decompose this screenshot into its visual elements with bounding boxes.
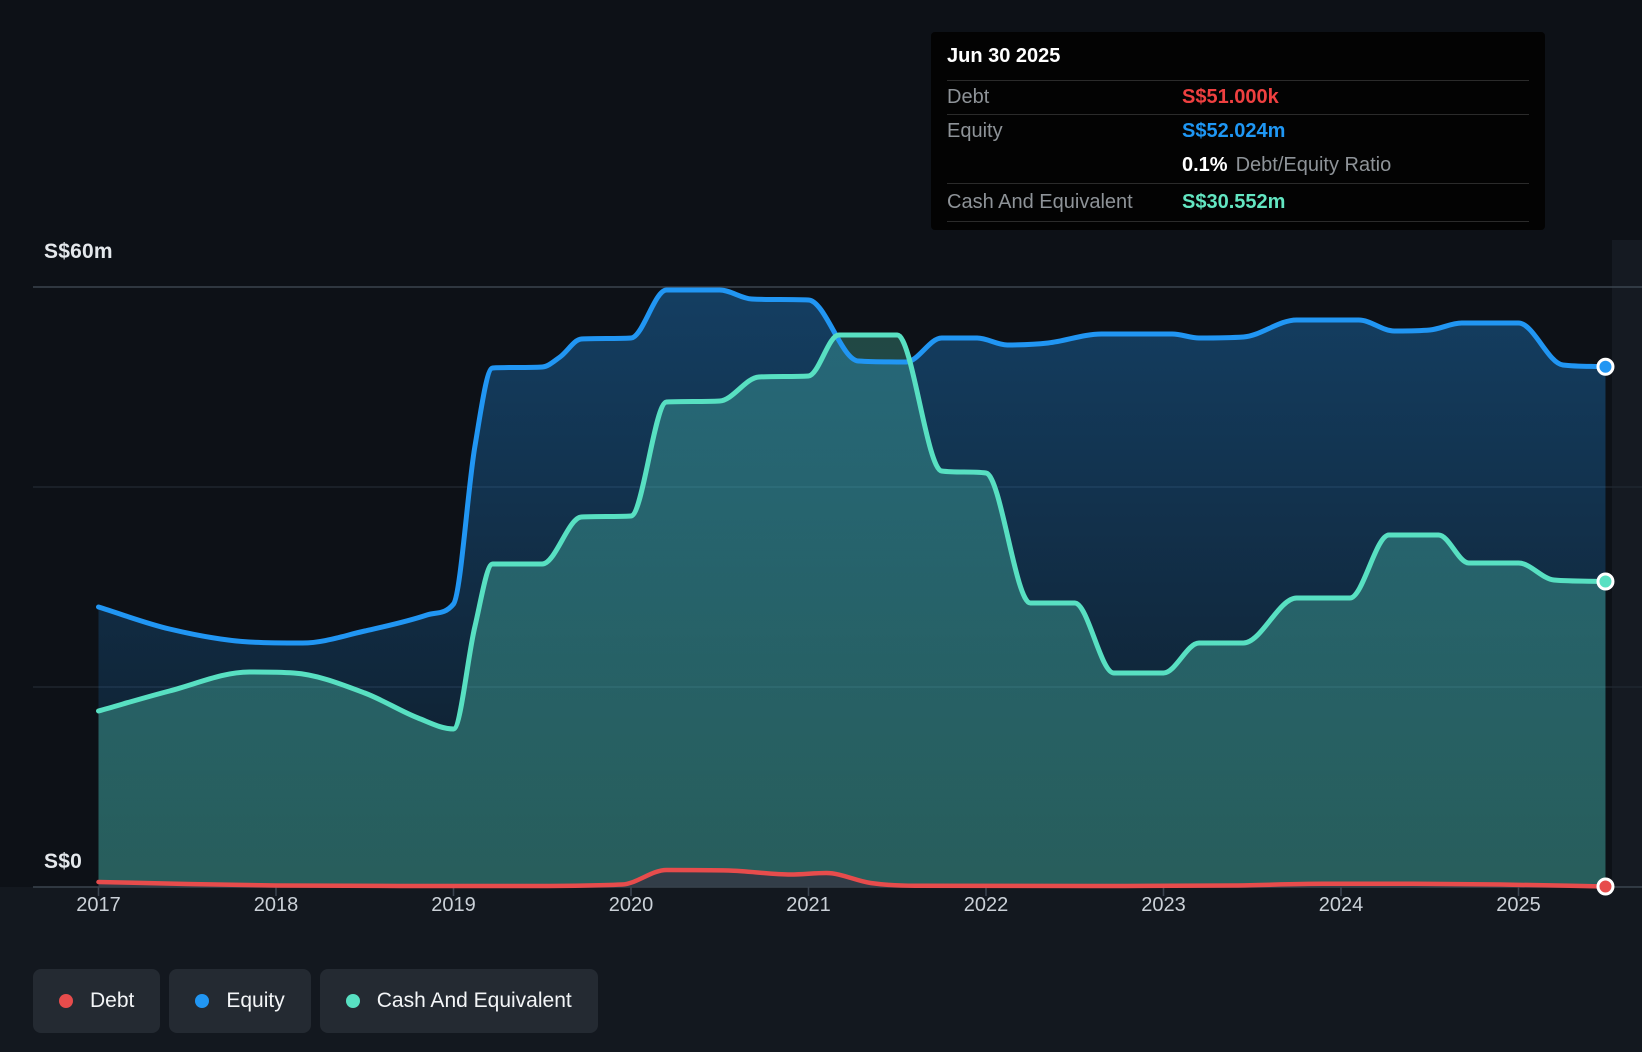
cash-series-dot-icon <box>345 994 360 1008</box>
legend-item-cash[interactable]: Cash And Equivalent <box>319 969 598 1033</box>
cash-area <box>98 335 1606 887</box>
x-axis-label-2023: 2023 <box>1141 894 1186 916</box>
debt-line <box>96 867 1608 889</box>
x-axis-label-2021: 2021 <box>786 894 831 916</box>
plot-right-margin <box>1612 240 1642 887</box>
legend-cash-label: Cash And Equivalent <box>376 989 572 1012</box>
debt-series-dot-icon <box>59 994 73 1008</box>
x-axis-label-2020: 2020 <box>608 894 654 916</box>
chart-tooltip: Jun 30 2025 Debt S$51.000k Equity S$52.0… <box>931 32 1545 230</box>
equity-series-dot-icon <box>195 994 210 1008</box>
tooltip-row-equity: Equity S$52.024m <box>947 115 1529 148</box>
x-axis-label-2025: 2025 <box>1496 894 1541 916</box>
tooltip-ratio-percent: 0.1% <box>1182 154 1228 176</box>
x-axis-label-2019: 2019 <box>431 894 476 916</box>
legend-equity-label: Equity <box>226 989 285 1012</box>
tooltip-row-debt: Debt S$51.000k <box>947 81 1529 115</box>
debt-endpoint-marker <box>1596 877 1615 896</box>
tooltip-equity-label: Equity <box>947 120 1003 142</box>
tooltip-debt-label: Debt <box>947 86 990 108</box>
x-axis-label-2018: 2018 <box>253 894 299 916</box>
chart-legend: Debt Equity Cash And Equivalent <box>33 969 598 1033</box>
legend-item-debt[interactable]: Debt <box>33 969 161 1033</box>
legend-item-equity[interactable]: Equity <box>169 969 311 1033</box>
tooltip-equity-value: S$52.024m <box>1182 120 1286 142</box>
cash-endpoint-marker <box>1596 572 1615 591</box>
tooltip-cash-label: Cash And Equivalent <box>947 191 1133 213</box>
x-axis-label-2024: 2024 <box>1318 894 1364 916</box>
x-axis-label-2017: 2017 <box>76 894 121 916</box>
equity-endpoint-marker <box>1596 357 1615 376</box>
tooltip-debt-value: S$51.000k <box>1182 86 1279 108</box>
cash-line <box>96 332 1608 732</box>
y-axis-label-zero: S$0 <box>44 850 82 873</box>
tooltip-row-ratio: 0.1% Debt/Equity Ratio <box>947 148 1529 184</box>
equity-line <box>96 287 1608 646</box>
y-axis-label-max: S$60m <box>44 240 113 263</box>
tooltip-row-cash: Cash And Equivalent S$30.552m <box>947 184 1529 222</box>
legend-debt-label: Debt <box>90 989 135 1012</box>
x-axis-label-2022: 2022 <box>963 894 1009 916</box>
tooltip-cash-value: S$30.552m <box>1182 191 1286 213</box>
tooltip-ratio-label: Debt/Equity Ratio <box>1235 154 1392 176</box>
tooltip-date-title: Jun 30 2025 <box>947 32 1529 81</box>
